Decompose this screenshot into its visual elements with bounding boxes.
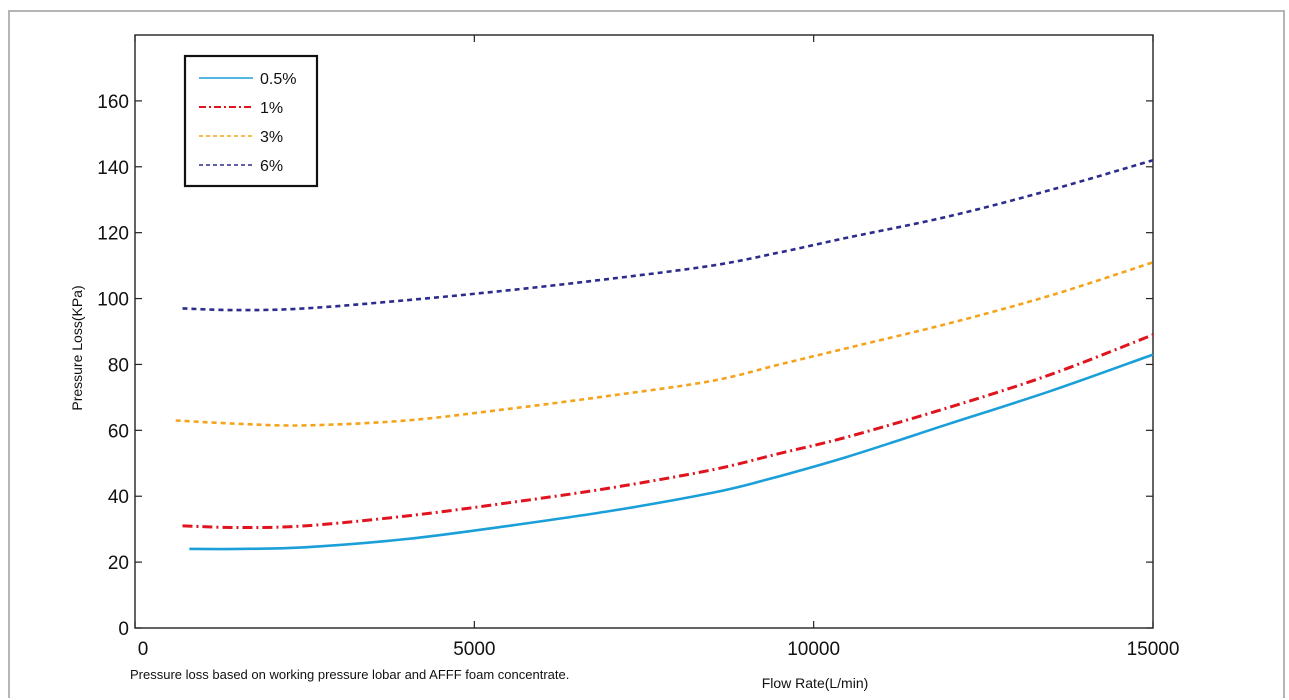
series-line-4 — [182, 158, 1154, 312]
x-axis-title: Flow Rate(L/min) — [762, 675, 869, 691]
legend-label-3: 3% — [260, 129, 283, 146]
y-tick-label: 80 — [108, 355, 129, 376]
y-tick-label: 140 — [97, 158, 129, 179]
y-tick-label: 100 — [97, 290, 129, 311]
y-tick-label: 20 — [108, 553, 129, 574]
series-line-3 — [175, 261, 1154, 427]
y-axis-title: Pressure Loss(KPa) — [69, 285, 85, 410]
y-tick-label: 60 — [108, 421, 129, 442]
x-tick-label: 10000 — [787, 639, 840, 660]
x-tick-label: 5000 — [453, 639, 495, 660]
legend: 0.5% 1% 3% 6% — [183, 54, 319, 188]
legend-box — [183, 54, 319, 188]
y-tick-label: 0 — [118, 619, 129, 640]
legend-label-4: 6% — [260, 158, 283, 175]
series-line-1 — [189, 353, 1154, 551]
plot-area — [134, 34, 1154, 629]
legend-label-2: 1% — [260, 100, 283, 117]
y-tick-label: 40 — [108, 487, 129, 508]
chart-footnote: Pressure loss based on working pressure … — [130, 667, 570, 682]
chart-frame — [8, 10, 1285, 698]
series-layer — [175, 158, 1154, 551]
y-tick-label: 160 — [97, 92, 129, 113]
plot-border — [134, 34, 1154, 629]
x-tick-label: 15000 — [1127, 639, 1180, 660]
x-tick-label: 0 — [138, 639, 149, 660]
y-tick-label: 120 — [97, 224, 129, 245]
series-line-2 — [182, 333, 1154, 530]
legend-label-1: 0.5% — [260, 71, 296, 88]
axis-ticks: 0 5000 10000 15000 0 20 40 60 80 100 120 140 160 — [97, 35, 1179, 660]
